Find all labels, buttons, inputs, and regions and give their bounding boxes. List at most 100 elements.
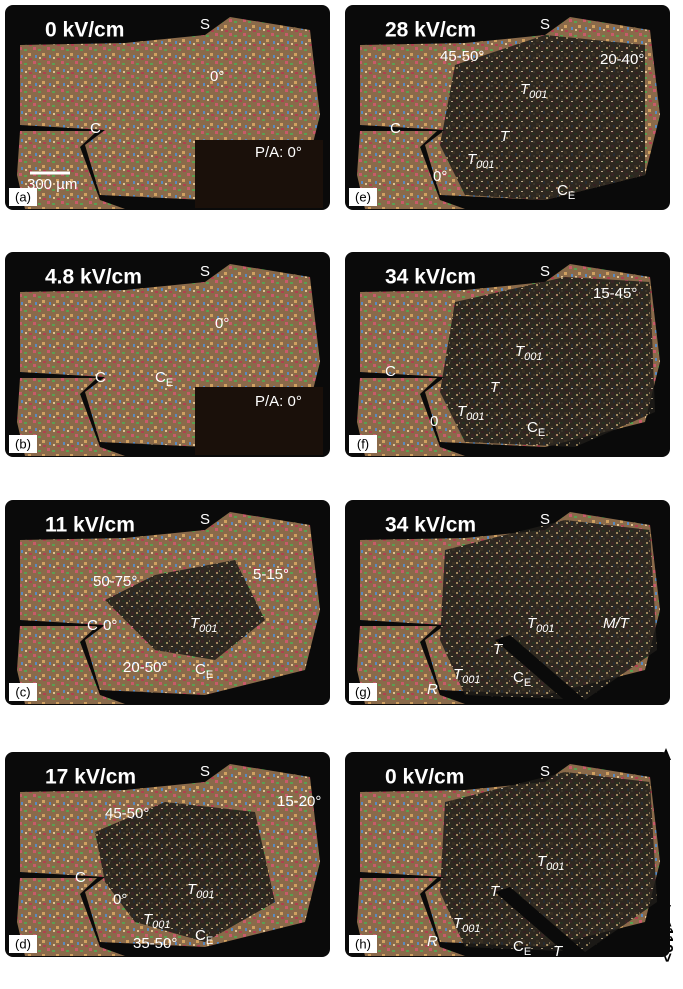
annotation: 0° [210,68,224,85]
annotation-text: C [557,182,568,199]
annotation-text: C [95,369,106,386]
annotation: C [87,617,98,634]
annotation-subscript: E [538,427,545,439]
annotation: 45-50° [105,805,149,822]
annotation: R [427,933,438,950]
annotation-text: C [87,617,98,634]
annotation-subscript: 001 [196,889,214,901]
panel-id: (h) [355,936,371,951]
annotation: 0° [103,617,117,634]
annotation-text: 15-20° [277,793,321,810]
annotation-text: S [200,263,210,280]
annotation-text: C [513,938,524,955]
annotation: P/A: 0° [255,144,302,161]
annotation-subscript: 001 [524,351,542,363]
annotation: S [200,763,210,780]
annotation-text: R [427,933,438,950]
annotation-subscript: 001 [536,623,554,635]
annotation: S [540,16,550,33]
annotation-subscript: E [524,677,531,689]
annotation-subscript: 001 [476,159,494,171]
annotation: S [200,16,210,33]
annotation-subscript: E [206,935,213,947]
panel-id: (b) [15,436,31,451]
annotation: 0° [113,891,127,908]
annotation-subscript: 001 [199,623,217,635]
annotation-text: 300 µm [27,176,77,193]
annotation-text: 35-50° [133,935,177,952]
annotation-text: 0° [215,315,229,332]
field-label: 0 kV/cm [45,19,124,42]
annotation: C [75,869,86,886]
annotation-text: C [195,661,206,678]
annotation-text: 5-15° [253,566,289,583]
annotation-text: 0° [113,891,127,908]
annotation: 15-45° [593,285,637,302]
annotation: 5-15° [253,566,289,583]
annotation: P/A: 0° [255,393,302,410]
annotation-text: P/A: 0° [255,144,302,161]
annotation: S [540,763,550,780]
annotation-text: 20-40° [600,51,644,68]
annotation-text: C [390,120,401,137]
annotation: M/T [603,615,631,632]
annotation-subscript: E [206,669,213,681]
field-label: 0 kV/cm [385,766,464,789]
annotation: C [95,369,106,386]
annotation-text: 0° [210,68,224,85]
annotation: C [90,120,101,137]
annotation-subscript: E [166,377,173,389]
annotation: 20-50° [123,659,167,676]
panel: 0 kV/cm(a)S0°C300 µmP/A: 0° [5,5,330,210]
annotation: 35-50° [133,935,177,952]
annotation-text: C [75,869,86,886]
annotation: S [200,263,210,280]
annotation-text: C [527,419,538,436]
annotation-subscript: E [568,190,575,202]
annotation-text: 0° [433,168,447,185]
field-label: 34 kV/cm [385,514,476,537]
annotation-text: 15-45° [593,285,637,302]
annotation-subscript: 001 [462,674,480,686]
annotation-text: C [90,120,101,137]
panel-id: (e) [355,189,371,204]
annotation-text: C [513,669,524,686]
annotation-text: S [200,763,210,780]
annotation-text: 45-50° [440,48,484,65]
annotation: 300 µm [27,176,77,193]
field-label: 11 kV/cm [45,514,135,537]
annotation-text: S [200,511,210,528]
annotation: 15-20° [277,793,321,810]
panel: 4.8 kV/cm(b)S0°CCEP/A: 0° [5,252,330,457]
annotation: C [390,120,401,137]
panel: 17 kV/cm(d)S45-50°15-20°CT0010°T00135-50… [5,752,330,957]
panel-id: (f) [357,436,369,451]
annotation-text: S [540,16,550,33]
annotation-subscript: 001 [462,923,480,935]
annotation: C [385,363,396,380]
annotation: 45-50° [440,48,484,65]
annotation-subscript: 001 [152,919,170,931]
annotation-text: C [155,369,166,386]
annotation-text: R [427,681,438,698]
annotation: S [200,511,210,528]
annotation-subscript: 001 [529,89,547,101]
annotation-text: P/A: 0° [255,393,302,410]
field-label: 28 kV/cm [385,19,476,42]
annotation-subscript: E [524,946,531,958]
annotation-text: 45-50° [105,805,149,822]
panel-id: (c) [15,684,30,699]
annotation-text: S [540,511,550,528]
annotation-text: S [200,16,210,33]
panel-id: (g) [355,684,371,699]
annotation-text: 50-75° [93,573,137,590]
annotation-text: 20-50° [123,659,167,676]
annotation: 0° [433,168,447,185]
annotation-text: 0 [430,413,438,430]
panel-id: (d) [15,936,31,951]
annotation-text: 0° [103,617,117,634]
